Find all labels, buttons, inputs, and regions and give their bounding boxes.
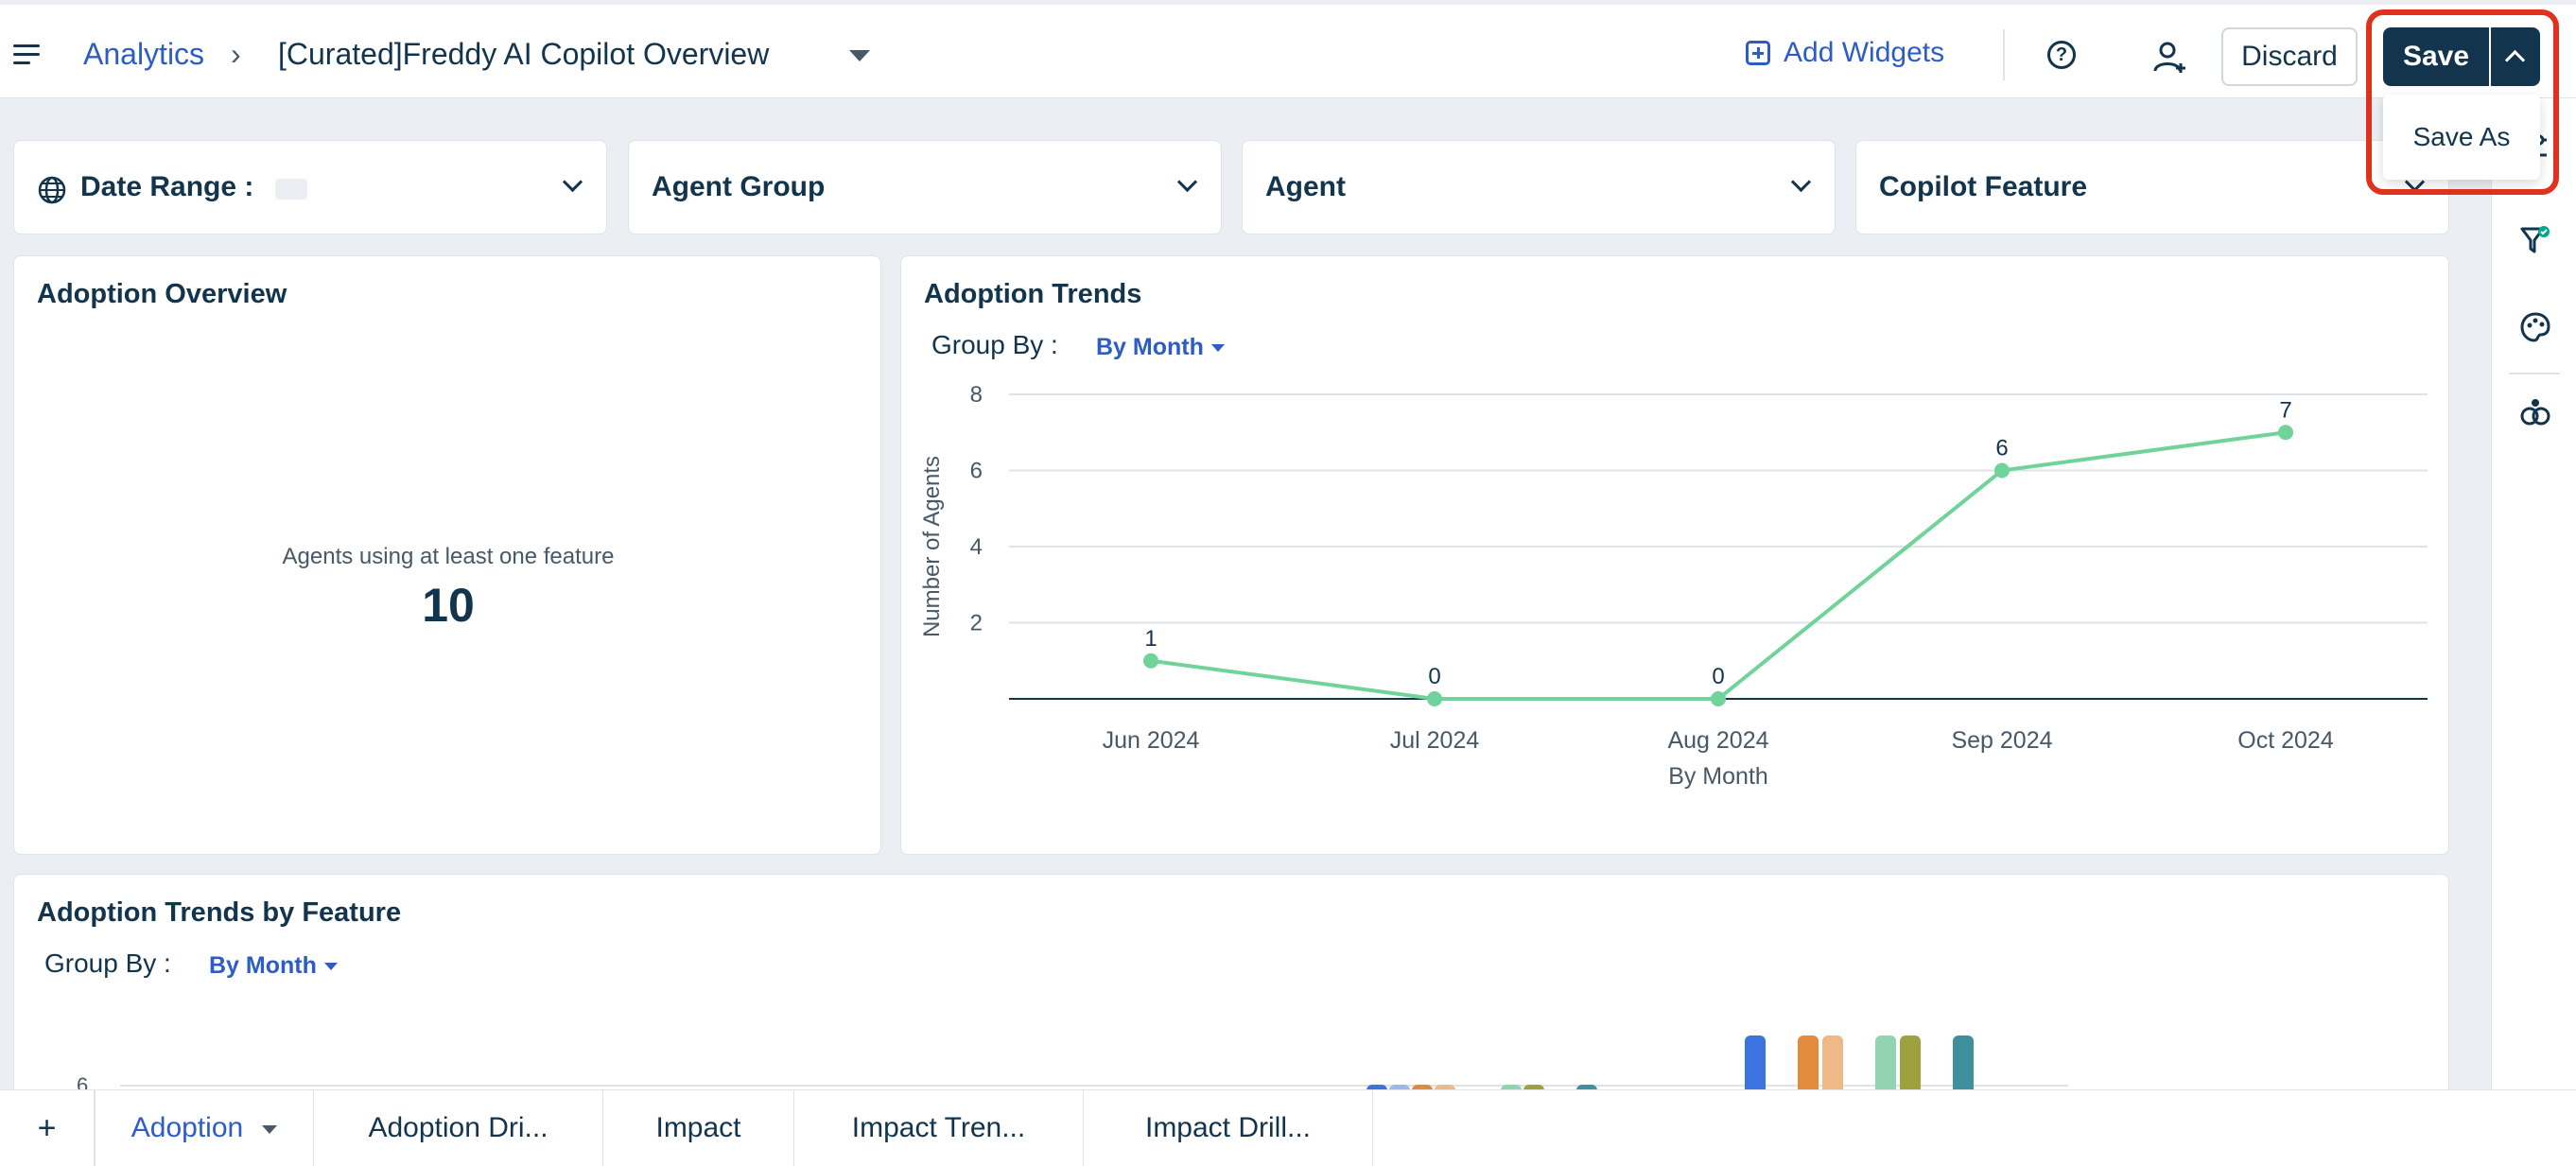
- data-label: 6: [1995, 436, 2008, 461]
- x-tick-label: Oct 2024: [2237, 727, 2334, 754]
- y-axis-title: Number of Agents: [919, 456, 945, 637]
- group-by-dropdown[interactable]: By Month: [1096, 334, 1225, 361]
- adoption-trends-card: Adoption Trends Group By : By Month 2 4 6 8…: [900, 255, 2449, 855]
- page-title: [Curated]Freddy AI Copilot Overview: [278, 37, 770, 71]
- filter-check-icon[interactable]: [2518, 223, 2552, 257]
- feature-bar: [1745, 1035, 1766, 1094]
- y-tick-label: 2: [970, 611, 983, 636]
- tab-adoption[interactable]: Adoption: [95, 1090, 314, 1166]
- adoption-trends-title: Adoption Trends: [924, 279, 1142, 309]
- palette-icon[interactable]: [2518, 310, 2552, 344]
- caret-down-icon: [1210, 344, 1225, 353]
- feature-trends-card: Adoption Trends by Feature Group By : By…: [13, 874, 2449, 1120]
- tab-label: Impact Drill...: [1144, 1112, 1312, 1143]
- caret-down-icon[interactable]: [262, 1124, 278, 1134]
- agent-group-filter[interactable]: Agent Group: [628, 140, 1222, 235]
- feature-gridline: [120, 1085, 2068, 1087]
- rail-divider: [2509, 373, 2560, 374]
- data-label: 0: [1428, 664, 1440, 689]
- y-tick-label: 6: [970, 459, 983, 484]
- data-point: [1143, 653, 1158, 669]
- y-tick-label: 4: [970, 534, 983, 560]
- feature-bar: [1875, 1035, 1896, 1094]
- date-range-value: [275, 179, 307, 200]
- save-as-menu-item[interactable]: Save As: [2412, 122, 2511, 151]
- breadcrumb-separator: ›: [231, 37, 241, 71]
- tab-impact-drilldown[interactable]: Impact Drill...: [1084, 1090, 1373, 1166]
- tab-label: Impact: [655, 1112, 741, 1143]
- right-toolbar: [2491, 98, 2576, 1089]
- tab-impact[interactable]: Impact: [603, 1090, 794, 1166]
- save-dropdown-menu: Save As: [2383, 95, 2540, 180]
- date-range-filter[interactable]: Date Range :: [13, 140, 607, 235]
- tab-label: Adoption: [131, 1112, 244, 1143]
- globe-icon: [38, 176, 66, 204]
- data-point: [1994, 462, 2010, 479]
- tab-adoption-drilldown[interactable]: Adoption Dri...: [314, 1090, 603, 1166]
- feature-group-by-label: Group By :: [44, 948, 171, 978]
- data-point: [1427, 691, 1442, 706]
- data-label: 0: [1712, 664, 1724, 689]
- feature-bar: [1900, 1035, 1921, 1094]
- menu-icon[interactable]: [13, 44, 44, 69]
- x-tick-label: Jul 2024: [1390, 727, 1480, 754]
- dashboard-tabs: + Adoption Adoption Dri... Impact Impact…: [0, 1089, 2576, 1166]
- data-label: 7: [2279, 397, 2291, 423]
- data-label: 1: [1144, 626, 1157, 652]
- data-point: [1711, 691, 1726, 706]
- tab-label: Adoption Dri...: [368, 1112, 548, 1143]
- feature-group-by-dropdown[interactable]: By Month: [209, 952, 338, 980]
- date-range-label: Date Range :: [80, 171, 254, 202]
- add-widgets-button[interactable]: Add Widgets: [1746, 37, 1944, 69]
- tab-impact-trends[interactable]: Impact Tren...: [794, 1090, 1084, 1166]
- add-tab-button[interactable]: +: [0, 1090, 95, 1166]
- adoption-overview-title: Adoption Overview: [37, 279, 287, 309]
- agent-filter[interactable]: Agent: [1242, 140, 1836, 235]
- chevron-down-icon: [562, 171, 583, 193]
- breadcrumb-analytics[interactable]: Analytics: [83, 37, 205, 71]
- tab-label: Impact Tren...: [851, 1112, 1026, 1143]
- agent-label: Agent: [1265, 171, 1346, 202]
- discard-button[interactable]: Discard: [2221, 27, 2358, 86]
- feature-trends-title: Adoption Trends by Feature: [37, 897, 402, 928]
- x-tick-label: Aug 2024: [1667, 727, 1768, 754]
- caret-down-icon: [323, 963, 338, 971]
- chevron-down-icon: [1790, 171, 1812, 193]
- y-tick-label: 8: [970, 382, 983, 408]
- share-user-icon[interactable]: [2151, 39, 2189, 77]
- add-widgets-label: Add Widgets: [1784, 37, 1945, 68]
- top-header: Analytics › [Curated]Freddy AI Copilot O…: [0, 0, 2576, 98]
- chevron-down-icon: [1176, 171, 1198, 193]
- x-axis-title: By Month: [1668, 763, 1768, 790]
- x-tick-label: Jun 2024: [1103, 727, 1200, 754]
- feature-group-by-value: By Month: [209, 952, 317, 979]
- save-options-toggle[interactable]: [2491, 27, 2540, 86]
- copilot-feature-filter[interactable]: Copilot Feature: [1855, 140, 2449, 235]
- data-point: [2278, 425, 2293, 441]
- save-button[interactable]: Save: [2383, 27, 2489, 86]
- feature-bar: [1798, 1035, 1819, 1094]
- header-divider: [2003, 29, 2005, 80]
- copilot-feature-label: Copilot Feature: [1879, 171, 2088, 202]
- feature-bar: [1822, 1035, 1843, 1094]
- kpi-label: Agents using at least one feature: [282, 544, 615, 569]
- group-by-label: Group By :: [931, 330, 1058, 359]
- adoption-overview-card: Adoption Overview Agents using at least …: [13, 255, 881, 855]
- help-icon[interactable]: ?: [2047, 41, 2076, 69]
- series-line: [1150, 430, 2287, 701]
- agent-group-label: Agent Group: [652, 171, 826, 202]
- x-tick-label: Sep 2024: [1951, 727, 2052, 754]
- kpi-value: 10: [422, 579, 475, 632]
- feature-bar: [1953, 1035, 1974, 1094]
- group-by-value: By Month: [1096, 334, 1204, 360]
- title-dropdown-icon[interactable]: [849, 50, 870, 61]
- add-box-icon: [1746, 41, 1770, 65]
- freddy-ai-icon[interactable]: [2518, 395, 2552, 429]
